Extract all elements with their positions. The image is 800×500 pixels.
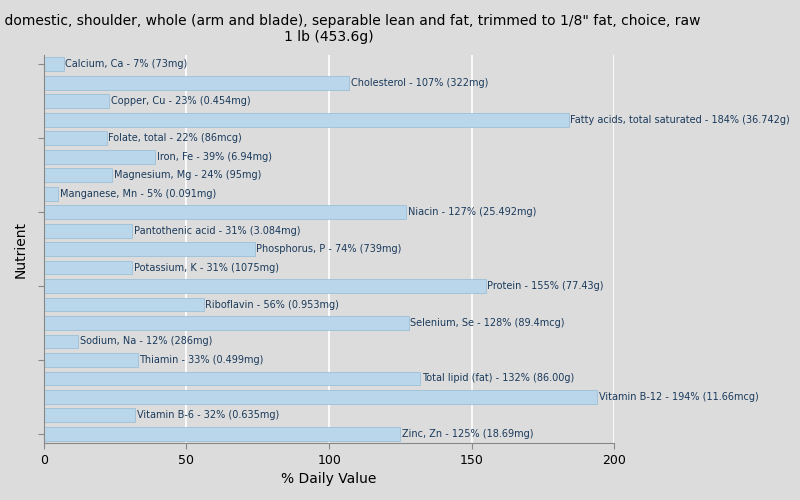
Bar — [44, 372, 421, 386]
Bar — [44, 316, 409, 330]
Bar — [44, 353, 138, 367]
Text: Niacin - 127% (25.492mg): Niacin - 127% (25.492mg) — [407, 207, 536, 217]
Text: Phosphorus, P - 74% (739mg): Phosphorus, P - 74% (739mg) — [256, 244, 402, 254]
Bar — [44, 168, 112, 182]
Bar — [44, 94, 110, 108]
Text: Protein - 155% (77.43g): Protein - 155% (77.43g) — [487, 281, 604, 291]
Text: Fatty acids, total saturated - 184% (36.742g): Fatty acids, total saturated - 184% (36.… — [570, 114, 790, 124]
X-axis label: % Daily Value: % Daily Value — [282, 472, 377, 486]
Text: Calcium, Ca - 7% (73mg): Calcium, Ca - 7% (73mg) — [66, 59, 187, 69]
Bar — [44, 298, 204, 312]
Bar — [44, 186, 58, 200]
Bar — [44, 390, 598, 404]
Text: Vitamin B-6 - 32% (0.635mg): Vitamin B-6 - 32% (0.635mg) — [137, 410, 279, 420]
Text: Magnesium, Mg - 24% (95mg): Magnesium, Mg - 24% (95mg) — [114, 170, 261, 180]
Bar — [44, 427, 401, 441]
Bar — [44, 224, 132, 237]
Bar — [44, 334, 78, 348]
Text: Vitamin B-12 - 194% (11.66mcg): Vitamin B-12 - 194% (11.66mcg) — [598, 392, 758, 402]
Bar — [44, 112, 569, 126]
Text: Selenium, Se - 128% (89.4mcg): Selenium, Se - 128% (89.4mcg) — [410, 318, 565, 328]
Text: Iron, Fe - 39% (6.94mg): Iron, Fe - 39% (6.94mg) — [157, 152, 271, 162]
Bar — [44, 279, 486, 293]
Bar — [44, 58, 64, 71]
Text: Copper, Cu - 23% (0.454mg): Copper, Cu - 23% (0.454mg) — [111, 96, 250, 106]
Bar — [44, 260, 132, 274]
Text: Cholesterol - 107% (322mg): Cholesterol - 107% (322mg) — [350, 78, 488, 88]
Bar — [44, 408, 135, 422]
Bar — [44, 150, 155, 164]
Bar — [44, 205, 406, 219]
Text: Manganese, Mn - 5% (0.091mg): Manganese, Mn - 5% (0.091mg) — [59, 188, 216, 198]
Text: Total lipid (fat) - 132% (86.00g): Total lipid (fat) - 132% (86.00g) — [422, 374, 574, 384]
Bar — [44, 131, 106, 145]
Bar — [44, 76, 349, 90]
Bar — [44, 242, 255, 256]
Text: Potassium, K - 31% (1075mg): Potassium, K - 31% (1075mg) — [134, 262, 278, 272]
Text: Pantothenic acid - 31% (3.084mg): Pantothenic acid - 31% (3.084mg) — [134, 226, 300, 235]
Text: Thiamin - 33% (0.499mg): Thiamin - 33% (0.499mg) — [139, 355, 264, 365]
Text: Zinc, Zn - 125% (18.69mg): Zinc, Zn - 125% (18.69mg) — [402, 429, 534, 439]
Text: Riboflavin - 56% (0.953mg): Riboflavin - 56% (0.953mg) — [205, 300, 339, 310]
Y-axis label: Nutrient: Nutrient — [14, 220, 28, 278]
Text: Folate, total - 22% (86mcg): Folate, total - 22% (86mcg) — [108, 133, 242, 143]
Title: Lamb, domestic, shoulder, whole (arm and blade), separable lean and fat, trimmed: Lamb, domestic, shoulder, whole (arm and… — [0, 14, 701, 44]
Text: Sodium, Na - 12% (286mg): Sodium, Na - 12% (286mg) — [79, 336, 212, 346]
